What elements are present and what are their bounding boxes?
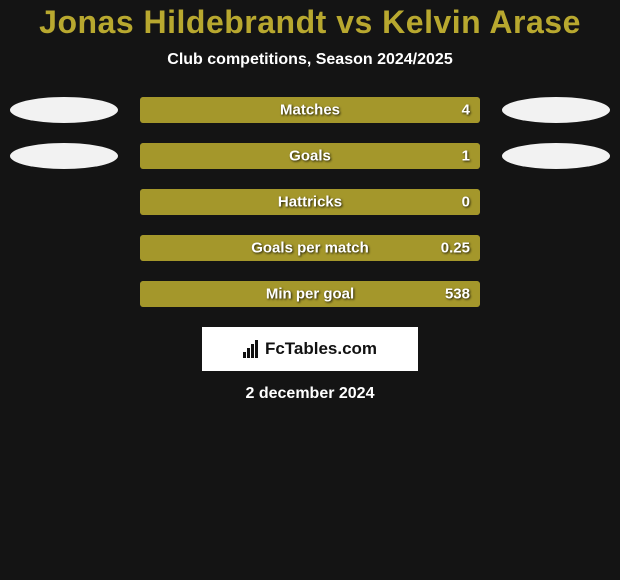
player-right-ellipse <box>502 143 610 169</box>
page-title: Jonas Hildebrandt vs Kelvin Arase <box>0 4 620 41</box>
attribution-badge: FcTables.com <box>202 327 418 371</box>
attribution-text: FcTables.com <box>265 339 377 359</box>
stats-list: Matches 4 Goals 1 Hattricks 0 Goals per match 0… <box>0 97 620 307</box>
stat-label: Goals <box>289 148 331 165</box>
stat-bar: Goals per match 0.25 <box>140 235 480 261</box>
stat-value: 1 <box>462 148 470 165</box>
stat-bar: Hattricks 0 <box>140 189 480 215</box>
stat-value: 0.25 <box>441 240 470 257</box>
stat-row: Hattricks 0 <box>0 189 620 215</box>
stat-label: Matches <box>280 102 340 119</box>
player-left-ellipse <box>10 97 118 123</box>
stat-value: 4 <box>462 102 470 119</box>
stat-row: Min per goal 538 <box>0 281 620 307</box>
stat-bar: Matches 4 <box>140 97 480 123</box>
stat-value: 538 <box>445 286 470 303</box>
stat-bar: Min per goal 538 <box>140 281 480 307</box>
bar-chart-icon <box>243 340 258 358</box>
stat-label: Hattricks <box>278 194 342 211</box>
stat-bar: Goals 1 <box>140 143 480 169</box>
stat-label: Min per goal <box>266 286 354 303</box>
subtitle: Club competitions, Season 2024/2025 <box>0 51 620 69</box>
player-left-ellipse <box>10 143 118 169</box>
player-right-ellipse <box>502 97 610 123</box>
stat-value: 0 <box>462 194 470 211</box>
stat-row: Matches 4 <box>0 97 620 123</box>
comparison-infographic: Jonas Hildebrandt vs Kelvin Arase Club c… <box>0 0 620 403</box>
stat-label: Goals per match <box>251 240 369 257</box>
stat-row: Goals 1 <box>0 143 620 169</box>
date-label: 2 december 2024 <box>0 385 620 403</box>
stat-row: Goals per match 0.25 <box>0 235 620 261</box>
